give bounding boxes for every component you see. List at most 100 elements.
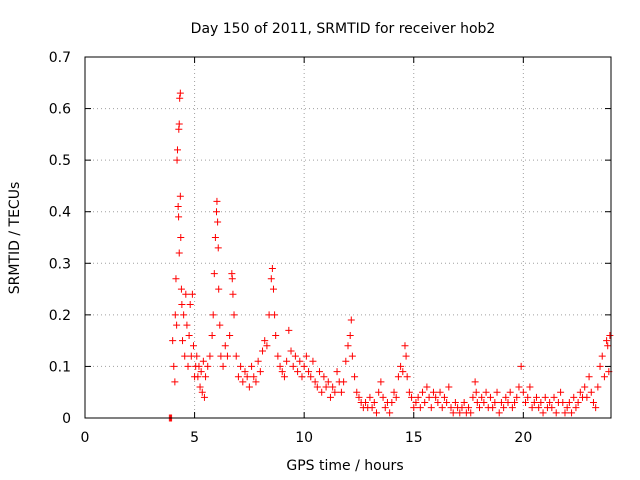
data-point bbox=[402, 352, 410, 360]
data-point bbox=[458, 404, 466, 412]
data-point bbox=[598, 352, 606, 360]
data-point bbox=[515, 383, 523, 391]
data-point bbox=[174, 203, 182, 211]
data-point bbox=[176, 89, 184, 97]
data-point bbox=[434, 399, 442, 407]
data-point bbox=[175, 120, 183, 128]
data-point bbox=[427, 404, 435, 412]
data-point bbox=[412, 399, 420, 407]
data-point bbox=[219, 362, 227, 370]
data-point bbox=[177, 285, 185, 293]
data-point bbox=[432, 393, 440, 401]
data-point bbox=[517, 362, 525, 370]
data-point bbox=[285, 326, 293, 334]
y-tick-label: 0.2 bbox=[49, 308, 71, 324]
data-point bbox=[565, 399, 573, 407]
data-point bbox=[195, 362, 203, 370]
data-point bbox=[202, 373, 210, 381]
data-point bbox=[563, 404, 571, 412]
data-point bbox=[217, 352, 225, 360]
data-point bbox=[214, 244, 222, 252]
data-point bbox=[541, 393, 549, 401]
data-point bbox=[311, 378, 319, 386]
data-point bbox=[535, 404, 543, 412]
data-point bbox=[587, 388, 595, 396]
data-point bbox=[513, 393, 521, 401]
data-point bbox=[175, 249, 183, 257]
data-point bbox=[291, 352, 299, 360]
data-point bbox=[351, 373, 359, 381]
data-point bbox=[377, 378, 385, 386]
data-point bbox=[221, 342, 229, 350]
data-point bbox=[176, 192, 184, 200]
data-points bbox=[165, 89, 614, 422]
data-point bbox=[497, 399, 505, 407]
data-point bbox=[504, 399, 512, 407]
data-point bbox=[419, 388, 427, 396]
data-point bbox=[184, 362, 192, 370]
data-point bbox=[204, 362, 212, 370]
data-point bbox=[210, 270, 218, 278]
data-point bbox=[408, 393, 416, 401]
data-point bbox=[443, 399, 451, 407]
data-point bbox=[416, 404, 424, 412]
data-point bbox=[414, 393, 422, 401]
data-point bbox=[243, 373, 251, 381]
y-tick-label: 0 bbox=[62, 411, 71, 427]
data-point bbox=[271, 311, 279, 319]
data-point bbox=[173, 156, 181, 164]
data-point bbox=[289, 362, 297, 370]
data-point bbox=[581, 383, 589, 391]
data-point bbox=[379, 393, 387, 401]
data-point bbox=[214, 218, 222, 226]
data-point bbox=[403, 373, 411, 381]
data-point bbox=[355, 393, 363, 401]
data-point bbox=[199, 357, 207, 365]
x-axis-label: GPS time / hours bbox=[286, 458, 403, 474]
data-point bbox=[550, 393, 558, 401]
data-point bbox=[473, 399, 481, 407]
data-point bbox=[478, 393, 486, 401]
data-point bbox=[206, 352, 214, 360]
y-tick-label: 0.4 bbox=[49, 205, 71, 221]
data-point bbox=[388, 399, 396, 407]
data-point bbox=[495, 409, 503, 417]
data-point bbox=[486, 393, 494, 401]
data-point bbox=[324, 378, 332, 386]
data-point bbox=[237, 362, 245, 370]
data-point bbox=[465, 404, 473, 412]
data-point bbox=[603, 337, 611, 345]
data-point bbox=[176, 94, 184, 102]
x-tick-label: 0 bbox=[81, 430, 90, 446]
data-point bbox=[552, 409, 560, 417]
data-point bbox=[172, 275, 180, 283]
data-point bbox=[491, 399, 499, 407]
data-point bbox=[276, 362, 284, 370]
data-point bbox=[226, 331, 234, 339]
data-point bbox=[589, 399, 597, 407]
data-point bbox=[287, 347, 295, 355]
data-point bbox=[532, 393, 540, 401]
data-point bbox=[256, 368, 264, 376]
data-point bbox=[278, 368, 286, 376]
data-point bbox=[175, 213, 183, 221]
data-point bbox=[252, 378, 260, 386]
x-axis: 0 5 10 15 20 bbox=[81, 57, 532, 446]
data-point bbox=[320, 373, 328, 381]
data-point bbox=[467, 409, 475, 417]
data-point bbox=[368, 404, 376, 412]
chart-title: Day 150 of 2011, SRMTID for receiver hob… bbox=[191, 21, 496, 37]
data-point bbox=[583, 393, 591, 401]
data-point bbox=[216, 321, 224, 329]
data-point bbox=[397, 362, 405, 370]
data-point bbox=[259, 347, 267, 355]
data-point bbox=[386, 409, 394, 417]
data-point bbox=[180, 311, 188, 319]
data-point bbox=[186, 301, 194, 309]
data-point bbox=[173, 146, 181, 154]
data-point bbox=[353, 388, 361, 396]
x-tick-label: 10 bbox=[295, 430, 313, 446]
data-point bbox=[171, 311, 179, 319]
data-point bbox=[211, 234, 219, 241]
